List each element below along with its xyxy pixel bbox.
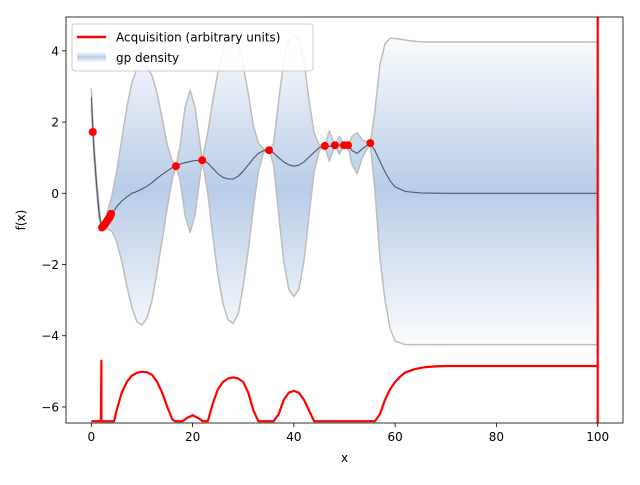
- legend-density-swatch: [77, 52, 106, 62]
- x-axis: 0 20 40 60 80 100: [87, 423, 609, 444]
- gp-lower-bound-line: [90, 105, 598, 346]
- observation-point: [344, 141, 352, 150]
- gp-mean-line: [90, 97, 598, 229]
- observation-point: [330, 141, 339, 150]
- x-tick-label: 20: [185, 430, 200, 444]
- x-tick-label: 60: [387, 430, 402, 444]
- y-axis-label: f(x): [14, 210, 28, 231]
- y-tick-label: 0: [51, 187, 59, 201]
- observation-point: [198, 156, 207, 165]
- acquisition-line: [91, 17, 599, 423]
- legend: Acquisition (arbitrary units) gp density: [71, 23, 314, 72]
- observation-point: [320, 141, 329, 150]
- y-tick-label: −6: [41, 400, 59, 414]
- observation-point: [107, 209, 116, 218]
- legend-frame: [71, 23, 314, 72]
- plot-frame: [65, 16, 624, 424]
- y-tick-label: 4: [51, 44, 59, 58]
- y-axis: 4 2 0 −2 −4 −6: [41, 44, 66, 414]
- gp-density-band: [91, 34, 598, 345]
- y-tick-label: 2: [51, 116, 59, 130]
- gp-upper-bound-line: [90, 34, 598, 229]
- legend-acquisition-label: Acquisition (arbitrary units): [116, 31, 280, 45]
- y-tick-label: −4: [41, 329, 59, 343]
- legend-density-label: gp density: [116, 51, 179, 65]
- x-axis-label: x: [341, 451, 348, 465]
- y-tick-label: −2: [41, 258, 59, 272]
- x-tick-label: 80: [489, 430, 504, 444]
- observation-point: [88, 128, 97, 136]
- observation-point: [171, 162, 180, 171]
- observation-point: [366, 139, 375, 148]
- x-tick-label: 0: [87, 430, 95, 444]
- x-tick-label: 40: [286, 430, 301, 444]
- plot-area: [88, 17, 599, 423]
- x-tick-label: 100: [586, 430, 609, 444]
- observation-point: [265, 146, 274, 155]
